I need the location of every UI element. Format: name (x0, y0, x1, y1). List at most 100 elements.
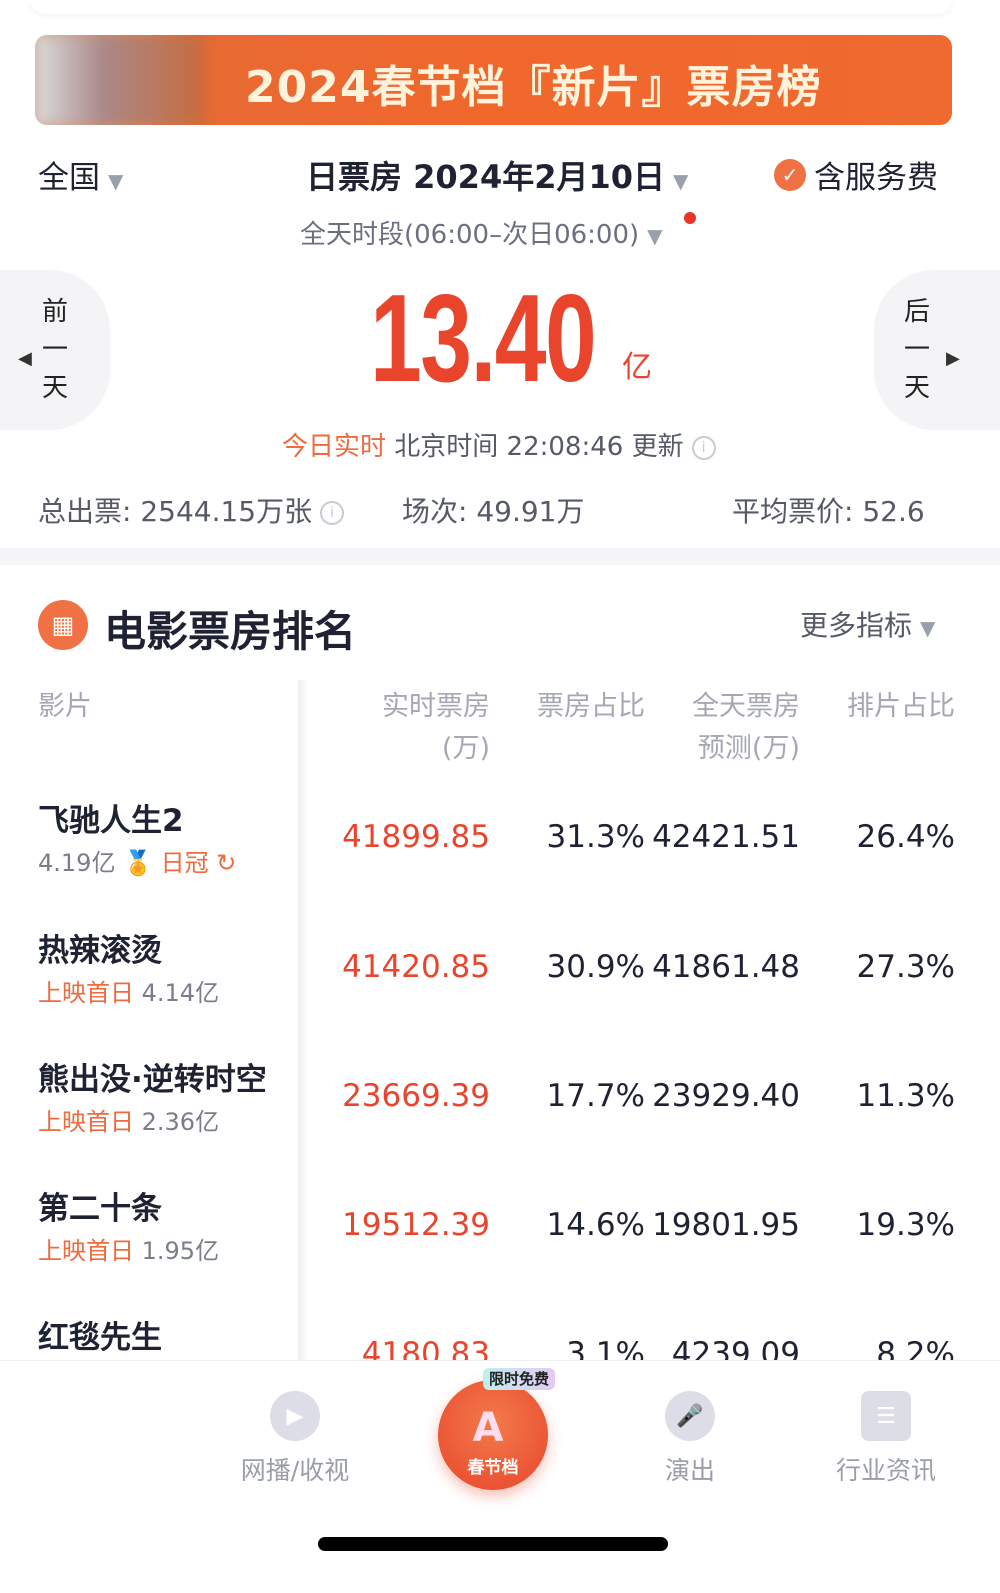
col-realtime-l1: 实时票房 (382, 691, 490, 722)
nav-label: 春节档 (467, 1458, 519, 1478)
play-icon: ▶ (270, 1391, 320, 1441)
share-value: 17.7% (546, 1078, 645, 1114)
nav-label: 网播/收视 (240, 1456, 350, 1485)
next-day-button[interactable]: ▶ 后 一 天 (874, 270, 1000, 430)
region-label: 全国 (38, 160, 100, 196)
service-fee-toggle[interactable]: ✓ 含服务费 (774, 152, 938, 197)
realtime-value: 23669.39 (342, 1078, 490, 1114)
prev-char: 前 (41, 297, 68, 327)
stat-shows: 场次: 49.91万 (402, 495, 585, 528)
table-row[interactable]: 第二十条 上映首日 1.95亿 19512.39 14.6% 19801.95 … (0, 1183, 1000, 1313)
service-fee-label: 含服务费 (814, 160, 938, 196)
notification-dot (684, 212, 696, 224)
period-selector[interactable]: 全天时段(06:00–次日06:00) ▼ (300, 214, 663, 251)
total-box-office: 13.40 (370, 270, 597, 408)
col-realtime-l2: (万) (441, 733, 490, 764)
date-label: 日票房 2024年2月10日 (306, 158, 666, 196)
update-time: 北京时间 22:08:46 更新 (394, 432, 684, 462)
release-tag: 上映首日 (38, 1237, 134, 1265)
caret-down-icon: ▼ (920, 616, 936, 640)
info-icon[interactable]: i (691, 435, 716, 460)
prev-char: 天 (41, 373, 68, 403)
movie-total: 4.14亿 (141, 979, 220, 1007)
col-forecast-l1: 全天票房 (692, 691, 800, 722)
movie-name: 飞驰人生2 (38, 803, 184, 839)
col-forecast[interactable]: 全天票房预测(万) (650, 686, 800, 770)
previous-day-button[interactable]: ◀ 前 一 天 (0, 270, 110, 430)
daily-champion-tag: 日冠 (160, 849, 209, 877)
movie-sub: 上映首日 2.36亿 (38, 1102, 219, 1137)
region-selector[interactable]: 全国 ▼ (38, 152, 123, 197)
banner-title: 2024春节档『新片』票房榜 (245, 62, 822, 113)
movie-sub: 4.19亿 🏅 日冠 ↻ (38, 843, 236, 878)
forecast-value: 19801.95 (652, 1207, 800, 1243)
microphone-icon: 🎤 (665, 1391, 715, 1441)
next-char: 一 (903, 335, 930, 365)
date-selector[interactable]: 日票房 2024年2月10日 ▼ (306, 152, 688, 198)
schedule-value: 26.4% (856, 819, 955, 855)
nav-label: 行业资讯 (835, 1456, 936, 1485)
share-value: 31.3% (546, 819, 645, 855)
caret-down-icon: ▼ (673, 169, 689, 193)
more-label: 更多指标 (800, 609, 913, 642)
realtime-value: 19512.39 (342, 1207, 490, 1243)
spring-festival-banner[interactable]: 2024春节档『新片』票房榜 (35, 35, 952, 125)
table-row[interactable]: 飞驰人生2 4.19亿 🏅 日冠 ↻ 41899.85 31.3% 42421.… (0, 795, 1000, 925)
total-unit: 亿 (622, 350, 652, 385)
caret-down-icon: ▼ (647, 224, 663, 248)
free-badge: 限时免费 (483, 1368, 556, 1390)
next-char: 天 (903, 373, 930, 403)
nav-streaming[interactable]: ▶ 网播/收视 (215, 1391, 375, 1487)
nav-label: 演出 (664, 1456, 715, 1485)
stat-tickets: 总出票: 2544.15万张 i (38, 490, 345, 530)
nav-shows[interactable]: 🎤 演出 (610, 1391, 770, 1487)
refresh-icon: ↻ (216, 849, 237, 877)
movie-name: 红毯先生 (38, 1320, 162, 1356)
realtime-update: 今日实时 北京时间 22:08:46 更新 i (282, 426, 716, 463)
section-title: 电影票房排名 (104, 607, 357, 656)
forecast-value: 42421.51 (652, 819, 800, 855)
arrow-right-icon: ▶ (946, 348, 960, 369)
realtime-value: 41899.85 (342, 819, 490, 855)
top-card-edge (30, 0, 952, 14)
ranking-icon: ▦ (38, 600, 88, 650)
more-metrics-button[interactable]: 更多指标 ▼ (800, 604, 935, 644)
movie-name: 热辣滚烫 (38, 933, 162, 969)
column-shadow (298, 680, 308, 1360)
caret-down-icon: ▼ (108, 169, 124, 193)
col-share[interactable]: 票房占比 (537, 691, 645, 722)
nav-industry-news[interactable]: ☰ 行业资讯 (806, 1391, 966, 1487)
table-row[interactable]: 热辣滚烫 上映首日 4.14亿 41420.85 30.9% 41861.48 … (0, 925, 1000, 1055)
schedule-value: 27.3% (856, 949, 955, 985)
stat-avg-price: 平均票价: 52.6 (732, 495, 925, 528)
realtime-value: 41420.85 (342, 949, 490, 985)
movie-total: 1.95亿 (141, 1237, 220, 1265)
forecast-value: 23929.40 (652, 1078, 800, 1114)
col-forecast-l2: 预测(万) (697, 733, 800, 764)
table-row[interactable]: 熊出没·逆转时空 上映首日 2.36亿 23669.39 17.7% 23929… (0, 1054, 1000, 1184)
realtime-label: 今日实时 (282, 432, 387, 462)
divider (0, 548, 1000, 565)
prev-char: 一 (41, 335, 68, 365)
col-schedule[interactable]: 排片占比 (847, 691, 955, 722)
home-indicator[interactable] (318, 1537, 668, 1551)
col-film: 影片 (38, 691, 92, 722)
schedule-value: 19.3% (856, 1207, 955, 1243)
movie-sub: 上映首日 4.14亿 (38, 973, 219, 1008)
schedule-value: 11.3% (856, 1078, 955, 1114)
period-label: 全天时段(06:00–次日06:00) (300, 220, 640, 250)
arrow-left-icon: ◀ (18, 348, 32, 369)
medal-icon: 🏅 (123, 849, 153, 877)
movie-name: 第二十条 (38, 1191, 162, 1227)
nav-spring-festival[interactable]: A 春节档 (438, 1380, 548, 1490)
movie-total: 2.36亿 (141, 1108, 220, 1136)
movie-sub: 上映首日 1.95亿 (38, 1231, 219, 1266)
document-icon: ☰ (861, 1391, 911, 1441)
movie-name: 熊出没·逆转时空 (38, 1062, 267, 1098)
spring-festival-logo-icon: A (472, 1405, 504, 1451)
col-realtime[interactable]: 实时票房 (万) (340, 686, 490, 770)
tickets-text: 总出票: 2544.15万张 (38, 495, 313, 528)
share-value: 14.6% (546, 1207, 645, 1243)
info-icon[interactable]: i (320, 501, 345, 525)
release-tag: 上映首日 (38, 979, 134, 1007)
